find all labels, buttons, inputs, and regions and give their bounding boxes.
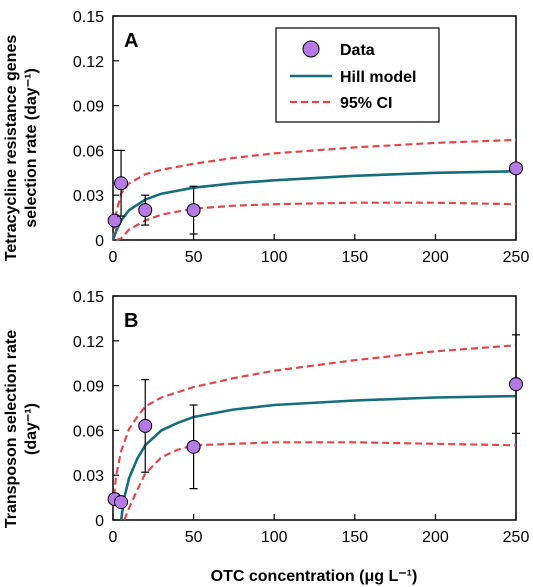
y-tick-label: 0.03 <box>73 468 104 485</box>
plot-frame-b <box>112 295 517 521</box>
x-tick-label: 50 <box>185 249 203 266</box>
y-tick-label: 0.09 <box>73 379 104 396</box>
data-point <box>138 418 153 433</box>
hill-model-line <box>111 170 517 241</box>
hill-model-line <box>119 394 517 521</box>
legend-hill-label: Hill model <box>340 69 416 86</box>
x-tick-label: 200 <box>422 249 449 266</box>
x-tick-label: 200 <box>422 529 449 546</box>
ci-lower-line <box>115 201 517 242</box>
data-point <box>107 213 122 228</box>
panel-b: Transposon selection rate (day⁻¹) B 0 0.0… <box>3 289 529 546</box>
x-tick-label: 150 <box>341 249 368 266</box>
y-tick-label: 0 <box>95 513 104 530</box>
legend-data-marker <box>302 40 320 58</box>
ylabel-b-line1: Transposon selection rate <box>3 330 20 528</box>
y-tick-label: 0.12 <box>73 54 104 71</box>
ci-upper-line <box>111 344 517 507</box>
panel-letter-b: B <box>124 310 138 332</box>
data-point <box>186 439 201 454</box>
x-tick-label: 250 <box>503 529 530 546</box>
legend: Data Hill model 95% CI <box>275 27 440 123</box>
x-tick-label: 100 <box>261 249 288 266</box>
data-point <box>138 203 153 218</box>
legend-ci-label: 95% CI <box>340 95 392 112</box>
ci-lower-line <box>123 441 517 521</box>
ylabel-a-line1: Tetracycline resistance genes <box>3 35 20 262</box>
y-tick-label: 0.12 <box>73 334 104 351</box>
data-point <box>114 176 129 191</box>
x-axis-label: OTC concentration (μg L⁻¹) <box>211 568 418 585</box>
axis-ticks-a: 0 0.03 0.06 0.09 0.12 0.15 0 50 100 150 200 250 <box>73 9 530 266</box>
axis-ticks-b: 0 0.03 0.06 0.09 0.12 0.15 0 50 100 150 200 250 <box>73 289 530 546</box>
x-tick-label: 0 <box>109 249 118 266</box>
ylabel-a-line2: selection rate (day⁻¹) <box>23 68 40 228</box>
y-tick-label: 0.06 <box>73 143 104 160</box>
x-tick-label: 150 <box>341 529 368 546</box>
y-tick-label: 0.15 <box>73 9 104 26</box>
panel-letter-a: A <box>124 30 138 52</box>
ci-upper-line <box>111 138 517 241</box>
y-tick-label: 0.15 <box>73 289 104 306</box>
x-tick-label: 250 <box>503 249 530 266</box>
data-point <box>509 161 523 176</box>
x-tick-label: 0 <box>109 529 118 546</box>
ylabel-b-line2: (day⁻¹) <box>23 403 40 455</box>
y-tick-label: 0.09 <box>73 99 104 116</box>
x-tick-label: 100 <box>261 529 288 546</box>
y-tick-label: 0 <box>95 233 104 250</box>
y-tick-label: 0.06 <box>73 423 104 440</box>
y-tick-label: 0.03 <box>73 188 104 205</box>
chart-marks-a <box>107 138 523 242</box>
chart-marks-b <box>107 334 523 521</box>
data-point <box>186 203 201 218</box>
legend-data-label: Data <box>340 42 375 59</box>
panel-a: Tetracycline resistance genes selection … <box>3 9 529 266</box>
plot-frame-a <box>112 15 517 241</box>
data-point <box>509 377 523 392</box>
x-tick-label: 50 <box>185 529 203 546</box>
data-point <box>114 495 129 510</box>
